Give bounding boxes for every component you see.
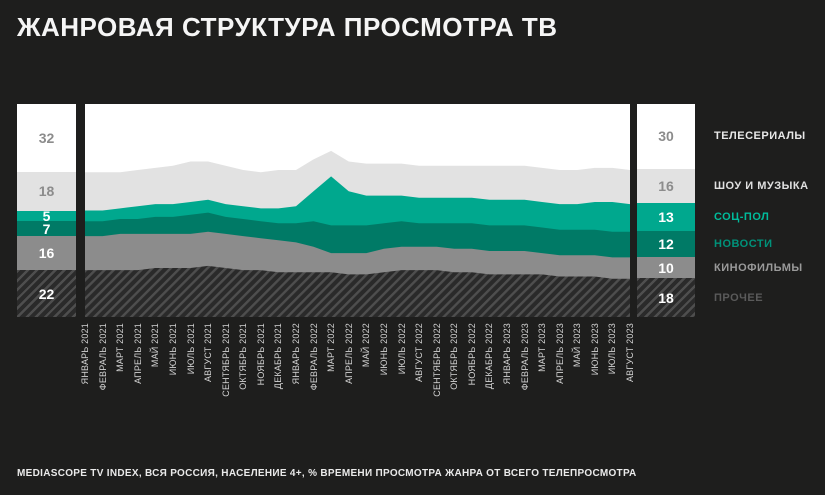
x-axis-label: МАРТ 2022 xyxy=(326,323,337,372)
bar-value: 10 xyxy=(658,259,674,276)
x-axis-label: НОЯБРЬ 2022 xyxy=(466,323,477,386)
x-axis-label: ДЕКАБРЬ 2022 xyxy=(484,323,495,390)
bar-value: 13 xyxy=(658,208,674,225)
bar-value: 32 xyxy=(38,130,55,147)
bar-segment-шоу-и-музыка: 18 xyxy=(17,172,76,211)
bar-value: 7 xyxy=(42,220,51,237)
x-axis-label: ИЮЛЬ 2021 xyxy=(185,323,196,375)
x-axis-label: ДЕКАБРЬ 2021 xyxy=(273,323,284,390)
x-axis-label: ОКТЯБРЬ 2021 xyxy=(238,323,249,390)
x-axis-label: СЕНТЯБРЬ 2021 xyxy=(220,323,231,397)
x-axis-label: МАЙ 2021 xyxy=(150,323,161,368)
bar-segment-кинофильмы: 16 xyxy=(17,236,76,271)
left-axis-bar: 32 18 5 7 16 22 xyxy=(17,104,76,317)
x-axis-label: АВГУСТ 2021 xyxy=(203,323,214,383)
x-axis-label: ФЕВРАЛЬ 2021 xyxy=(97,323,108,391)
legend-label: ТЕЛЕСЕРИАЛЫ xyxy=(714,130,806,143)
bar-segment-телесериалы: 32 xyxy=(17,104,76,173)
bar-segment-соц-пол: 13 xyxy=(637,202,695,231)
bar-value: 16 xyxy=(658,177,674,194)
bar-value: 5 xyxy=(42,207,51,224)
x-axis-label: МАРТ 2021 xyxy=(115,323,126,372)
legend-item: ПРОЧЕЕ xyxy=(714,278,822,317)
bar-segment-телесериалы: 30 xyxy=(637,104,695,169)
bar-segment-новости: 7 xyxy=(17,220,76,237)
legend-item: НОВОСТИ xyxy=(714,231,822,257)
legend-item: СОЦ-ПОЛ xyxy=(714,203,822,231)
x-axis-label: АВГУСТ 2022 xyxy=(414,323,424,383)
legend-item: ШОУ И МУЗЫКА xyxy=(714,169,822,203)
x-axis-label: АПРЕЛЬ 2023 xyxy=(554,323,565,384)
area-series-прочее xyxy=(85,265,630,317)
x-axis-label: ЯНВАРЬ 2021 xyxy=(80,323,90,385)
legend-item: ТЕЛЕСЕРИАЛЫ xyxy=(714,104,822,169)
legend: ТЕЛЕСЕРИАЛЫ ШОУ И МУЗЫКА СОЦ-ПОЛ НОВОСТИ КИН… xyxy=(714,104,822,317)
x-axis-label: ИЮНЬ 2023 xyxy=(589,323,600,376)
bar-value: 18 xyxy=(38,183,55,200)
legend-item: КИНОФИЛЬМЫ xyxy=(714,257,822,279)
bar-value: 16 xyxy=(38,245,55,262)
bar-segment-шоу-и-музыка: 16 xyxy=(637,168,695,203)
bar-value: 12 xyxy=(658,235,674,252)
x-axis-label: СЕНТЯБРЬ 2022 xyxy=(431,323,442,397)
x-axis-label: ИЮЛЬ 2023 xyxy=(607,323,618,375)
bar-segment-прочее: 18 xyxy=(637,278,695,317)
x-axis-label: МАЙ 2023 xyxy=(572,323,583,368)
right-axis-bar: 30 16 13 12 10 18 xyxy=(637,104,695,317)
x-axis-label: ИЮНЬ 2021 xyxy=(167,323,178,376)
bar-value: 18 xyxy=(658,289,674,306)
x-axis-label: ИЮНЬ 2022 xyxy=(378,323,389,376)
page-title: ЖАНРОВАЯ СТРУКТУРА ПРОСМОТРА ТВ xyxy=(17,12,558,42)
x-axis-label: ОКТЯБРЬ 2022 xyxy=(449,323,460,390)
legend-label: ПРОЧЕЕ xyxy=(714,291,764,304)
bar-segment-прочее: 22 xyxy=(17,270,76,317)
bar-value: 22 xyxy=(38,285,55,302)
bar-segment-новости: 12 xyxy=(637,230,695,257)
x-axis-label: АПРЕЛЬ 2022 xyxy=(343,323,354,384)
x-axis-label: МАРТ 2023 xyxy=(537,323,548,372)
bar-value: 30 xyxy=(658,128,674,145)
x-axis-label: ЯНВАРЬ 2023 xyxy=(501,323,512,385)
x-axis-label: ИЮЛЬ 2022 xyxy=(396,323,407,375)
x-axis-label: АПРЕЛЬ 2021 xyxy=(132,323,143,384)
x-axis-label: ФЕВРАЛЬ 2022 xyxy=(308,323,319,391)
source-note: MEDIASCOPE TV INDEX, ВСЯ РОССИЯ, НАСЕЛЕН… xyxy=(17,468,637,479)
x-axis-label: МАЙ 2022 xyxy=(361,323,372,368)
stacked-area-chart xyxy=(85,104,630,317)
x-axis-label: ЯНВАРЬ 2022 xyxy=(291,323,301,385)
x-axis-label: НОЯБРЬ 2021 xyxy=(255,323,266,386)
x-axis-label: ФЕВРАЛЬ 2023 xyxy=(519,323,530,391)
legend-label: СОЦ-ПОЛ xyxy=(714,210,770,223)
legend-label: ШОУ И МУЗЫКА xyxy=(714,179,809,192)
bar-segment-кинофильмы: 10 xyxy=(637,256,695,279)
bar-segment-соц-пол: 5 xyxy=(17,207,76,224)
legend-label: НОВОСТИ xyxy=(714,237,773,250)
x-axis-label: АВГУСТ 2023 xyxy=(625,323,635,383)
legend-label: КИНОФИЛЬМЫ xyxy=(714,261,803,274)
